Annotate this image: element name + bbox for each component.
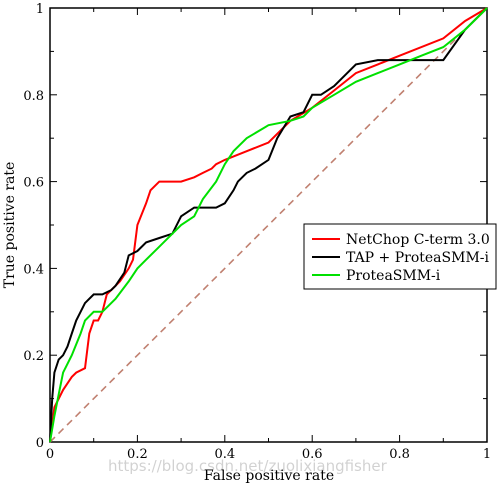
x-tick-label: 0 [46, 447, 54, 462]
legend-label: TAP + ProteaSMM-i [346, 250, 490, 266]
series-line-1 [49, 7, 488, 443]
legend-label: NetChop C-term 3.0 [346, 232, 490, 248]
x-axis-title: False positive rate [204, 468, 334, 484]
y-tick-label: 0.2 [23, 349, 44, 364]
y-tick-label: 0.8 [23, 89, 44, 104]
x-tick-label: 1 [483, 447, 491, 462]
y-tick-label: 0.4 [23, 262, 44, 277]
legend: NetChop C-term 3.0 TAP + ProteaSMM-i Prote… [303, 223, 497, 290]
x-tick-label: 0.6 [302, 447, 323, 462]
y-tick-label: 0 [36, 436, 44, 451]
y-tick-label: 1 [36, 2, 44, 17]
reference-diagonal [49, 7, 488, 443]
watermark: https://blog.csdn.net/zuolixiangfisher [108, 457, 388, 475]
legend-label: ProteaSMM-i [346, 268, 441, 284]
tick-labels: 0 0.2 0.4 0.6 0.8 1 0 0.2 0.4 0.6 0.8 1 [23, 2, 491, 462]
x-tick-label: 0.8 [389, 447, 410, 462]
series-lines [49, 7, 488, 443]
x-tick-label: 0.2 [127, 447, 148, 462]
reference-line [49, 7, 488, 443]
y-axis-title: True positive rate [2, 162, 18, 289]
x-tick-label: 0.4 [214, 447, 235, 462]
series-line-3 [49, 7, 488, 443]
y-tick-label: 0.6 [23, 176, 44, 191]
